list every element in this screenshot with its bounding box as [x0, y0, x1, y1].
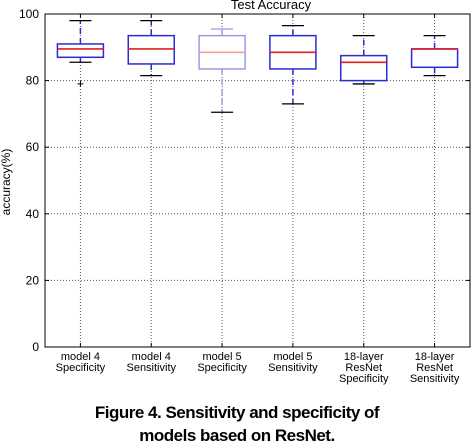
box-6 [410, 34, 459, 77]
y-tick-label: 60 [26, 140, 40, 154]
x-category-label: model 4 [132, 351, 171, 363]
x-category-label: Specificity [56, 362, 106, 374]
box-5 [340, 34, 388, 85]
y-axis-ticks: 0 20 40 60 80 100 [19, 7, 470, 354]
x-category-label: ResNet [345, 362, 382, 374]
y-tick-label: 0 [32, 340, 39, 354]
x-category-label: Sensitivity [126, 362, 176, 374]
x-category-label: ResNet [416, 362, 453, 374]
chart-title: Test Accuracy [231, 0, 312, 12]
x-category-label: Sensitivity [410, 373, 460, 385]
figure-caption-line-2: models based on ResNet. [139, 426, 334, 444]
x-category-label: Sensitivity [268, 362, 318, 374]
y-tick-label: 40 [26, 207, 40, 221]
x-category-label: 18-layer [344, 351, 384, 363]
figure-caption-line-1: Figure 4. Sensitivity and specificity of [95, 403, 380, 422]
x-category-label: model 5 [203, 351, 242, 363]
box-4 [269, 25, 317, 105]
y-tick-label: 100 [19, 7, 39, 21]
x-category-label: model 5 [273, 351, 312, 363]
box-2 [127, 20, 175, 77]
y-tick-label: 80 [26, 74, 40, 88]
outlier-marker [77, 80, 84, 87]
x-category-label: Specificity [339, 373, 389, 385]
x-category-label: Specificity [197, 362, 247, 374]
y-tick-label: 20 [26, 273, 40, 287]
gridlines [45, 14, 470, 347]
x-category-label: 18-layer [415, 351, 455, 363]
x-category-label: model 4 [61, 351, 100, 363]
box-iqr [127, 34, 175, 65]
box-series [56, 20, 459, 113]
box-iqr [56, 43, 105, 59]
box-iqr [410, 48, 459, 69]
y-axis-title: accuracy(%) [0, 149, 13, 216]
box-iqr [340, 54, 388, 82]
box-3 [198, 28, 246, 113]
plot-frame [44, 13, 471, 348]
box-1 [56, 20, 105, 87]
